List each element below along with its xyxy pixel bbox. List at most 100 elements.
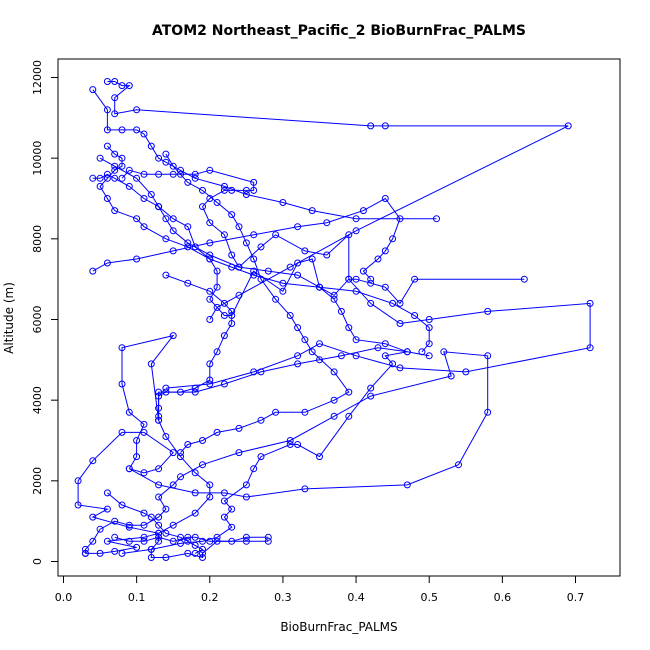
y-tick-label: 4000 <box>31 386 44 414</box>
data-point <box>96 174 104 182</box>
data-point <box>381 340 389 348</box>
data-point <box>316 356 323 364</box>
data-point <box>220 497 228 505</box>
data-point <box>162 158 170 166</box>
data-point <box>155 493 163 501</box>
data-point <box>133 255 141 263</box>
y-axis: 0 2000 4000 6000 8000 10000 12000 <box>31 60 59 565</box>
data-point <box>177 473 184 481</box>
data-point <box>337 307 345 315</box>
data-point <box>242 481 250 489</box>
data-point <box>140 509 148 517</box>
data-point <box>220 312 228 319</box>
data-point <box>177 533 184 541</box>
data-point <box>381 352 389 360</box>
data-point <box>199 545 206 553</box>
data-point <box>220 186 228 194</box>
data-point <box>462 368 470 376</box>
data-point <box>330 368 338 376</box>
data-point <box>89 537 97 545</box>
y-tick-label: 6000 <box>31 306 44 334</box>
data-point <box>162 150 170 158</box>
data-point <box>330 291 338 299</box>
data-point <box>206 481 214 489</box>
data-point <box>250 231 258 239</box>
data-point <box>301 247 309 255</box>
data-point <box>169 449 177 457</box>
series-group <box>147 271 272 561</box>
data-point <box>359 267 367 275</box>
data-point <box>191 489 199 497</box>
data-point <box>381 247 389 255</box>
y-tick-label: 2000 <box>31 467 44 495</box>
data-point <box>96 549 104 557</box>
data-point <box>111 94 119 102</box>
data-point <box>257 416 265 424</box>
data-point <box>162 215 170 223</box>
series-line <box>107 81 569 320</box>
data-point <box>140 428 148 436</box>
data-point <box>155 537 163 545</box>
data-point <box>118 162 126 170</box>
data-point <box>286 441 294 448</box>
data-point <box>103 78 111 85</box>
data-point <box>191 549 199 557</box>
data-point <box>118 344 126 352</box>
data-point <box>235 291 243 299</box>
data-point <box>199 461 206 469</box>
data-point <box>352 275 360 283</box>
data-point <box>389 299 397 307</box>
data-point <box>147 142 155 150</box>
data-point <box>242 191 250 198</box>
data-point <box>191 388 199 396</box>
data-point <box>228 320 236 327</box>
data-point <box>220 380 228 388</box>
data-point <box>169 481 177 489</box>
data-point <box>140 469 148 477</box>
y-tick-label: 12000 <box>31 60 44 95</box>
data-point <box>330 412 338 420</box>
data-point <box>177 388 184 396</box>
data-point <box>257 275 265 283</box>
data-point <box>191 469 199 477</box>
series-line <box>77 351 489 554</box>
data-point <box>367 279 375 287</box>
data-point <box>235 424 243 432</box>
data-point <box>374 255 382 263</box>
data-point <box>367 384 375 392</box>
data-point <box>520 275 528 283</box>
series-group <box>118 332 411 557</box>
data-point <box>169 215 177 223</box>
data-point <box>425 316 433 323</box>
series-group <box>96 142 433 356</box>
data-point <box>206 537 214 545</box>
data-point <box>396 320 404 327</box>
data-point <box>147 191 155 198</box>
data-point <box>169 247 177 255</box>
data-point <box>169 521 177 529</box>
data-point <box>250 186 258 194</box>
data-point <box>191 533 199 541</box>
x-tick-label: 0.0 <box>55 591 73 604</box>
data-point <box>213 348 221 356</box>
data-point <box>133 106 141 114</box>
data-point <box>213 199 221 206</box>
data-point <box>118 501 126 509</box>
data-point <box>250 267 258 275</box>
data-point <box>213 428 221 436</box>
data-point <box>352 227 360 235</box>
data-point <box>242 493 250 501</box>
data-point <box>294 223 302 231</box>
data-point <box>118 549 126 557</box>
data-point <box>184 279 192 287</box>
data-point <box>323 219 331 227</box>
data-point <box>228 307 236 315</box>
x-tick-label: 0.7 <box>567 591 585 604</box>
data-point <box>352 352 360 360</box>
data-point <box>206 166 214 174</box>
data-point <box>213 283 221 291</box>
data-point <box>206 251 214 259</box>
data-point <box>133 174 141 182</box>
data-point <box>199 554 206 561</box>
